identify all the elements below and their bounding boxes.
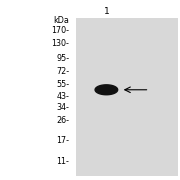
Text: 72-: 72- — [56, 67, 69, 76]
Text: 34-: 34- — [56, 103, 69, 112]
Text: 26-: 26- — [56, 116, 69, 125]
Text: 43-: 43- — [56, 91, 69, 100]
Text: 170-: 170- — [51, 26, 69, 35]
Text: 130-: 130- — [51, 39, 69, 48]
Text: 95-: 95- — [56, 54, 69, 63]
Text: 17-: 17- — [56, 136, 69, 145]
Text: 1: 1 — [103, 7, 109, 16]
Text: kDa: kDa — [53, 16, 69, 25]
Text: 55-: 55- — [56, 80, 69, 89]
Text: 11-: 11- — [56, 157, 69, 166]
Polygon shape — [95, 85, 118, 95]
